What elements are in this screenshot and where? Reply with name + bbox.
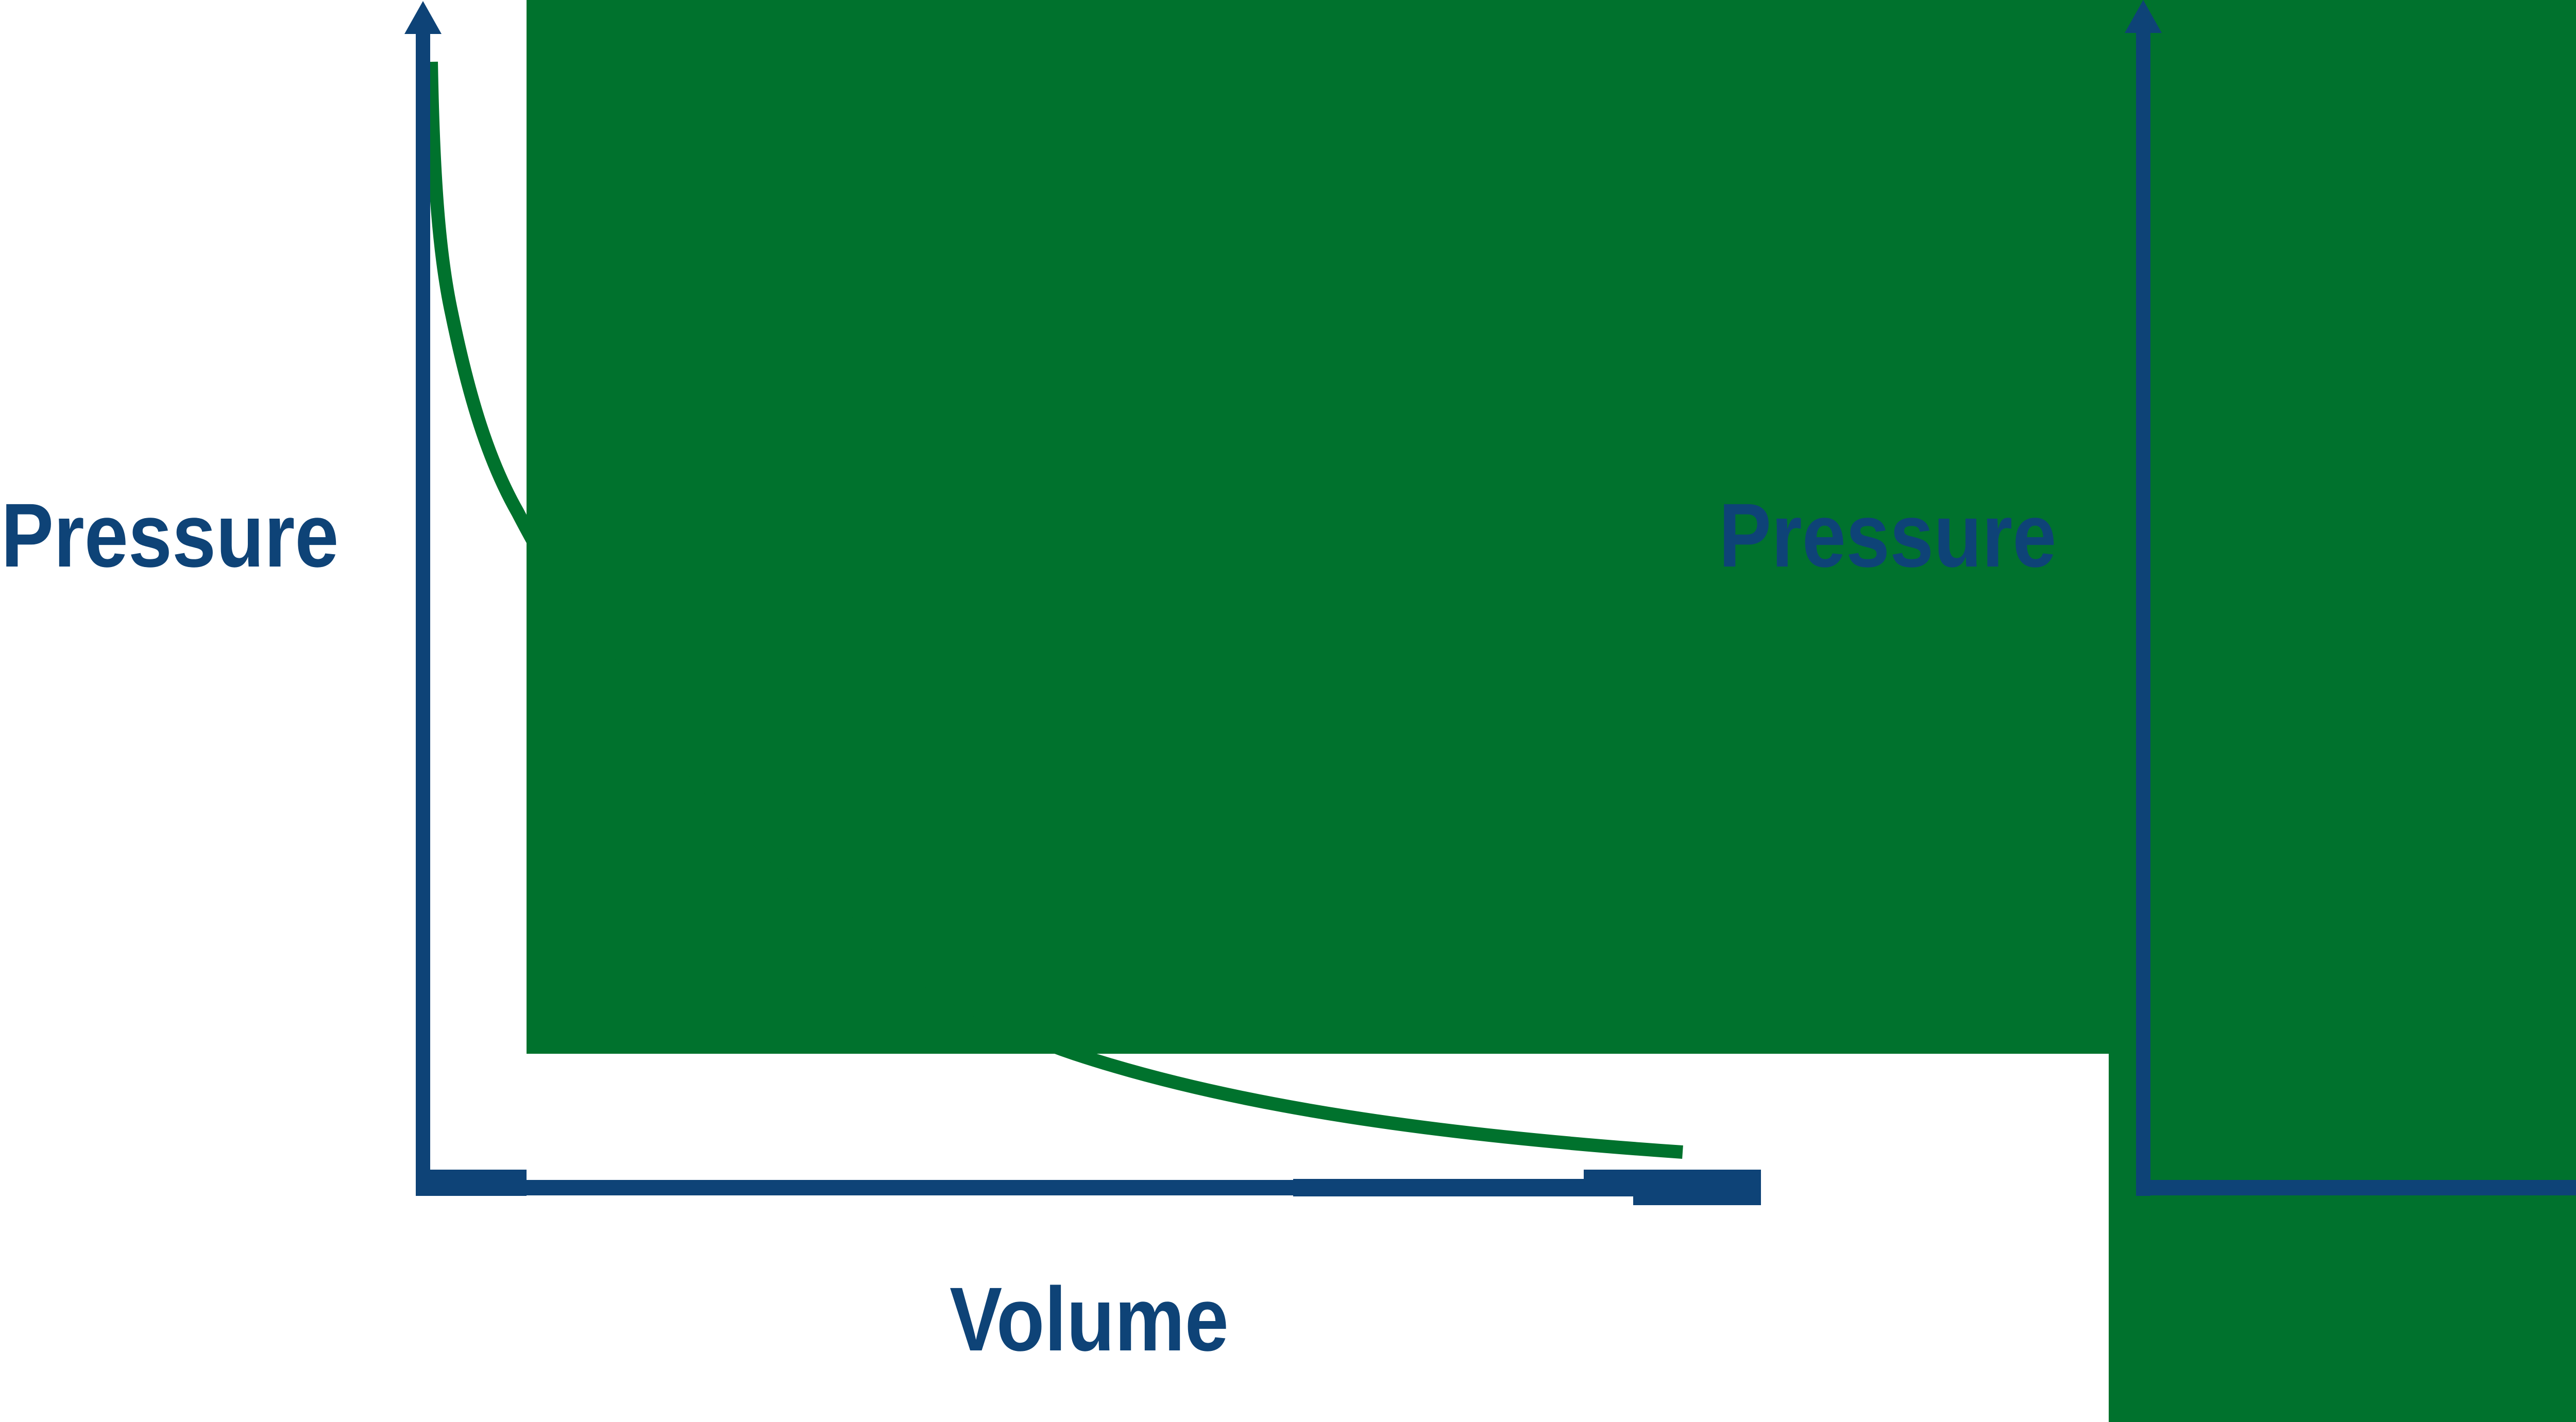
left-x-axis-end-thick-segment-lower (1633, 1184, 1761, 1205)
right-pressure-axis-label: Pressure (1719, 485, 2057, 586)
left-pressure-axis-label: Pressure (1, 485, 339, 586)
pv-curve-path (425, 61, 1683, 1159)
left-volume-axis-label: Volume (950, 1269, 1229, 1370)
right-x-axis-line (2136, 1180, 2576, 1195)
green-overlay-band (2109, 1054, 2576, 1422)
left-x-axis-line-a (416, 1180, 1293, 1195)
right-y-axis-line (2136, 27, 2150, 1196)
left-x-axis-origin-thick-tick (416, 1170, 527, 1196)
left-y-axis-line (416, 25, 430, 1196)
green-overlay-rect (527, 0, 2576, 1054)
